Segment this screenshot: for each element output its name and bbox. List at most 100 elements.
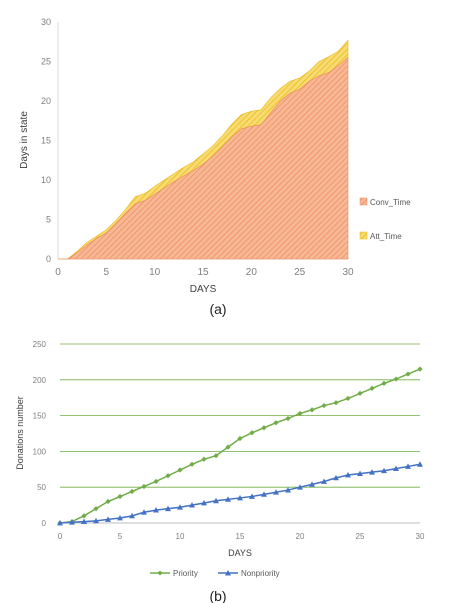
series-point-priority [285,415,291,422]
series-point-priority [81,513,87,519]
chart-a-x-tick-label: 0 [55,267,61,278]
chart-b-y-axis-title: Donations number [15,396,25,470]
chart-a-y-tick-label: 30 [41,17,51,27]
chart-b-x-tick-label: 25 [356,532,365,541]
chart-a-y-tick-label: 20 [41,96,51,106]
series-line-nonpriority [59,463,421,524]
series-point-nonpriority [93,517,99,524]
series-point-nonpriority [381,467,387,474]
chart-b-x-tick-label: 15 [236,532,245,541]
series-point-nonpriority [129,512,135,519]
chart-b-y-tick-labels: 0 50 100 150 200 250 [33,340,47,528]
chart-b-x-tick-label: 0 [58,532,63,541]
chart-b-x-axis-title: DAYS [228,548,252,558]
series-point-nonpriority [237,494,243,501]
series-point-nonpriority [177,504,183,510]
series-point-nonpriority [201,499,207,506]
chart-b-y-tick-label: 150 [33,412,47,421]
chart-b-x-tick-label: 30 [416,532,425,541]
series-point-nonpriority [69,519,75,525]
chart-b-x-tick-label: 5 [118,532,123,541]
series-point-nonpriority [333,474,339,481]
series-point-priority [333,400,339,406]
series-point-priority [405,371,411,377]
chart-b-x-tick-label: 20 [296,532,305,541]
series-point-nonpriority [249,493,255,499]
series-point-priority [153,478,159,485]
chart-a-y-tick-label: 0 [46,254,51,264]
chart-b-y-tick-label: 200 [33,376,47,385]
series-point-nonpriority [57,520,63,526]
chart-b-y-tick-label: 250 [33,340,47,349]
series-point-nonpriority [213,497,219,504]
chart-a-legend: Conv_Time Att_Time [359,197,411,241]
chart-b-y-tick-label: 0 [42,519,47,528]
series-point-nonpriority [261,491,267,497]
legend-label-nonpriority: Nonpriority [241,569,280,578]
chart-b-legend: Priority Nonpriority [150,569,280,578]
chart-a-x-tick-label: 10 [149,267,161,278]
series-point-priority [381,380,387,386]
chart-b-x-tick-labels: 0 5 10 15 20 25 30 [58,532,425,541]
chart-a-areas [58,39,349,260]
chart-b-y-tick-label: 50 [37,483,46,492]
chart-a-x-tick-label: 30 [342,267,354,278]
chart-a-x-tick-label: 15 [197,267,209,278]
series-point-priority [177,467,183,473]
chart-a-caption: (a) [209,301,226,317]
series-point-priority [249,430,255,436]
chart-b-x-tick-label: 10 [176,532,185,541]
legend-marker-priority [157,570,163,576]
series-point-nonpriority [273,489,279,495]
chart-a-y-tick-label: 25 [41,57,51,67]
series-point-priority [357,390,363,397]
chart-b-caption: (b) [209,588,226,603]
legend-label-priority: Priority [173,569,198,578]
series-point-nonpriority [393,465,399,471]
chart-a: 0 5 10 15 20 25 30 0 5 10 15 20 25 30 DAYS Days in s… [19,17,411,317]
series-point-nonpriority [369,469,375,475]
series-point-priority [345,395,351,402]
series-point-priority [141,483,147,490]
chart-a-y-axis-title: Days in state [19,111,30,169]
legend-marker-nonpriority [225,570,231,576]
series-point-nonpriority [165,505,171,512]
series-point-priority [321,402,327,409]
series-point-nonpriority [357,470,363,476]
series-point-nonpriority [297,484,303,490]
legend-swatch-att-time [359,231,368,240]
series-point-priority [201,456,207,462]
chart-a-x-axis-title: DAYS [190,284,217,295]
chart-a-y-tick-label: 5 [46,215,51,225]
series-point-priority [129,488,135,495]
chart-a-x-tick-label: 5 [104,267,110,278]
series-point-priority [261,425,267,431]
series-point-priority [189,461,195,467]
series-point-priority [273,420,279,426]
series-point-nonpriority [417,461,423,467]
chart-a-x-tick-label: 25 [294,267,306,278]
series-point-priority [93,506,99,512]
series-point-priority [117,493,123,500]
area-conv-time [58,56,349,260]
series-point-nonpriority [117,514,123,521]
series-point-nonpriority [321,478,327,484]
legend-label-att-time: Att_Time [370,232,402,241]
legend-label-conv-time: Conv_Time [370,198,411,207]
series-point-nonpriority [345,472,351,478]
series-point-priority [417,366,423,372]
series-point-priority [225,444,231,450]
series-point-nonpriority [405,463,411,469]
series-point-nonpriority [81,518,87,524]
chart-a-x-tick-label: 20 [246,267,258,278]
chart-b-gridlines [60,343,420,488]
series-point-priority [165,473,171,479]
series-point-priority [309,407,315,413]
series-point-priority [369,385,375,391]
series-point-nonpriority [309,481,315,487]
chart-a-y-tick-labels: 0 5 10 15 20 25 30 [41,17,51,264]
series-point-nonpriority [225,496,231,502]
series-point-nonpriority [141,509,147,515]
chart-b-series [57,366,423,526]
